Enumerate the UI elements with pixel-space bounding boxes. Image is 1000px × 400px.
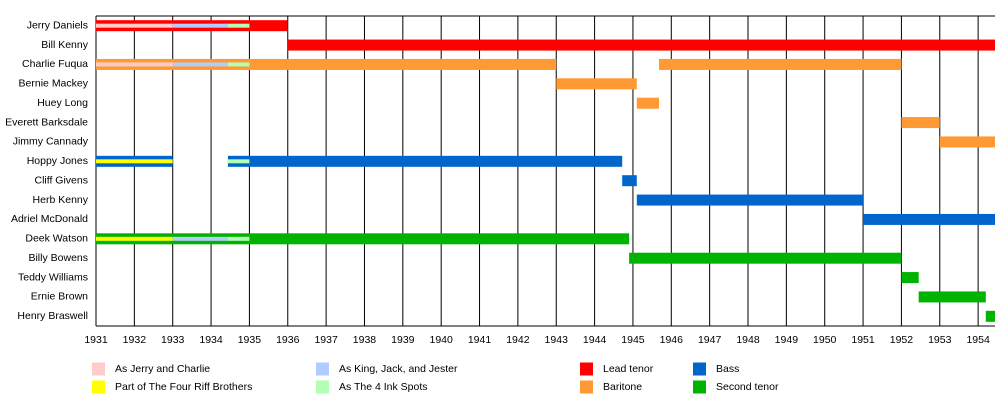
x-tick-label: 1948	[736, 334, 760, 346]
x-tick-label: 1933	[161, 334, 185, 346]
era-stripe	[96, 159, 173, 164]
row-label: Ernie Brown	[31, 291, 88, 303]
legend-label: As The 4 Ink Spots	[339, 381, 428, 393]
legend-label: Baritone	[603, 381, 642, 393]
x-tick-label: 1934	[199, 334, 223, 346]
row-label: Teddy Williams	[18, 271, 88, 283]
era-stripe	[96, 23, 173, 28]
x-tick-label: 1953	[928, 334, 952, 346]
x-tick-label: 1945	[621, 334, 645, 346]
era-stripe	[172, 23, 228, 28]
era-stripe	[172, 236, 228, 241]
row-label: Bernie Mackey	[19, 78, 89, 90]
x-tick-label: 1943	[545, 334, 569, 346]
x-tick-label: 1944	[583, 334, 607, 346]
bar	[556, 78, 637, 90]
row-label: Deek Watson	[25, 233, 88, 245]
bar	[287, 39, 995, 51]
era-stripe	[227, 236, 250, 241]
legend-label: Bass	[716, 363, 739, 375]
x-tick-label: 1937	[314, 334, 338, 346]
legend-label: As King, Jack, and Jester	[339, 363, 458, 375]
x-tick-label: 1941	[468, 334, 492, 346]
bar	[985, 310, 995, 322]
row-label: Everett Barksdale	[5, 116, 88, 128]
era-stripe	[227, 23, 250, 28]
legend-swatch	[92, 380, 105, 394]
row-label: Billy Bowens	[28, 252, 88, 264]
legend-label: As Jerry and Charlie	[115, 363, 210, 375]
era-stripe	[172, 62, 228, 67]
row-label: Bill Kenny	[41, 39, 88, 51]
legend-swatch	[580, 362, 593, 376]
era-stripe	[227, 159, 250, 164]
row-label: Charlie Fuqua	[22, 58, 88, 70]
legend-label: Second tenor	[716, 381, 779, 393]
legend-swatch	[316, 362, 329, 376]
row-label: Jimmy Cannady	[13, 136, 89, 148]
bar	[659, 58, 902, 70]
x-tick-label: 1946	[660, 334, 684, 346]
bar	[227, 155, 623, 167]
era-stripe	[96, 236, 173, 241]
bar	[96, 233, 630, 245]
x-tick-label: 1932	[123, 334, 147, 346]
row-label: Herb Kenny	[33, 194, 89, 206]
legend-swatch	[580, 380, 593, 394]
x-tick-label: 1954	[966, 334, 990, 346]
row-label: Jerry Daniels	[27, 19, 88, 31]
row-label: Henry Braswell	[17, 310, 88, 322]
x-tick-label: 1935	[238, 334, 262, 346]
x-tick-label: 1936	[276, 334, 300, 346]
x-tick-label: 1949	[775, 334, 799, 346]
x-tick-label: 1931	[84, 334, 108, 346]
bar	[622, 175, 637, 187]
x-tick-label: 1939	[391, 334, 415, 346]
legend-label: Lead tenor	[603, 363, 654, 375]
legend-swatch	[693, 362, 706, 376]
bar	[901, 117, 940, 129]
bar	[96, 58, 557, 70]
x-tick-label: 1950	[813, 334, 837, 346]
legend-label: Part of The Four Riff Brothers	[115, 381, 252, 393]
bar	[918, 291, 986, 303]
bar	[863, 213, 995, 225]
bar	[901, 272, 919, 284]
x-tick-label: 1947	[698, 334, 722, 346]
legend-swatch	[316, 380, 329, 394]
row-label: Adriel McDonald	[11, 213, 88, 225]
bar	[636, 97, 660, 109]
x-tick-label: 1938	[353, 334, 377, 346]
x-tick-label: 1942	[506, 334, 530, 346]
bar	[636, 194, 864, 206]
row-label: Hoppy Jones	[27, 155, 88, 167]
row-label: Cliff Givens	[35, 174, 89, 186]
x-tick-label: 1952	[890, 334, 914, 346]
x-tick-label: 1951	[851, 334, 875, 346]
x-tick-label: 1940	[429, 334, 453, 346]
era-stripe	[96, 62, 173, 67]
legend-swatch	[92, 362, 105, 376]
legend-swatch	[693, 380, 706, 394]
bar	[939, 136, 995, 148]
era-stripe	[227, 62, 250, 67]
row-label: Huey Long	[37, 97, 88, 109]
bar	[629, 252, 902, 264]
